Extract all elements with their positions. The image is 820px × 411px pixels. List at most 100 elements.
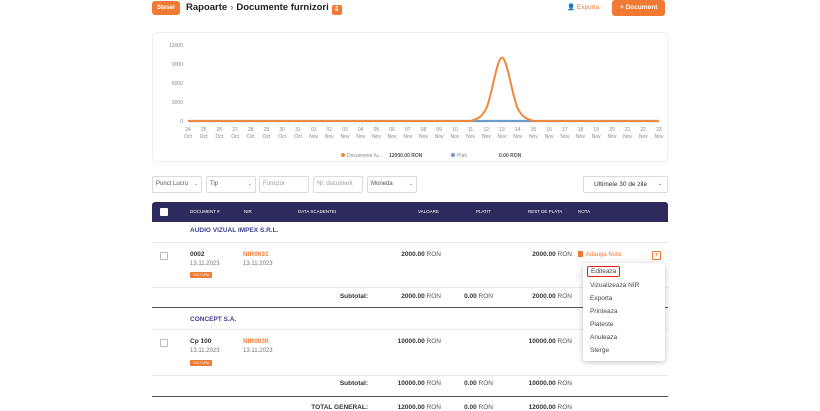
menu-item-anuleaza[interactable]: Anuleaza xyxy=(590,334,618,341)
table-header: DOCUMENT # NIR DATA SCADENTEI VALOARE PL… xyxy=(152,202,668,222)
moneda-select[interactable]: Moneda ⌄ xyxy=(367,176,417,193)
total-rest: 12000.00 RON xyxy=(492,404,572,411)
punct-lucru-value: Punct Lucru xyxy=(156,181,189,187)
x-tick-month: Oct xyxy=(247,134,255,140)
add-document-button[interactable]: + Document xyxy=(612,0,666,16)
x-tick-month: Oct xyxy=(231,134,239,140)
x-tick-month: Nov xyxy=(309,134,318,140)
col-data-scadentei[interactable]: DATA SCADENTEI xyxy=(298,209,337,214)
col-rest-de-plata[interactable]: REST DE PLATA xyxy=(528,209,563,214)
x-tick-day: 21 xyxy=(625,127,631,133)
menu-item-exporta[interactable]: Exporta xyxy=(590,295,613,302)
x-tick-month: Nov xyxy=(623,134,632,140)
date-range-select[interactable]: Ultimele 30 de zile ⌄ xyxy=(583,176,668,193)
menu-item-sterge[interactable]: Sterge xyxy=(590,347,610,354)
document-type-badge: FACTURA xyxy=(190,272,213,278)
y-tick-label: 3000 xyxy=(172,100,183,106)
chevron-down-icon: ⌄ xyxy=(657,181,662,187)
col-document[interactable]: DOCUMENT # xyxy=(190,209,220,214)
document-number[interactable]: 0002 xyxy=(190,251,205,258)
col-platit[interactable]: PLATIT xyxy=(476,209,491,214)
valoare-value: 10000.00 xyxy=(397,338,425,345)
currency: RON xyxy=(478,380,493,387)
x-tick-day: 30 xyxy=(279,127,285,133)
x-tick-day: 03 xyxy=(342,127,348,133)
col-nir[interactable]: NIR xyxy=(244,209,252,214)
currency: RON xyxy=(426,380,441,387)
x-tick-month: Nov xyxy=(435,134,444,140)
menu-item-plateste[interactable]: Plateste xyxy=(590,321,614,328)
document-number[interactable]: Cp 100 xyxy=(190,338,212,345)
furnizor-input[interactable]: Furnizor xyxy=(259,176,309,193)
total-platit: 0.00 RON xyxy=(445,404,493,411)
nr-document-input[interactable]: Nr. document xyxy=(313,176,363,193)
page-title: Documente furnizori xyxy=(236,2,329,13)
document-type-badge: FACTURA xyxy=(190,360,213,366)
valoare-amount: 2000.00 RON xyxy=(370,251,441,258)
menu-item-vizualizeaza-nir[interactable]: Vizualizeaza NIR xyxy=(590,282,640,289)
x-tick-day: 31 xyxy=(295,127,301,133)
currency: RON xyxy=(426,251,441,258)
legend-label: Documente fu... xyxy=(347,153,382,159)
subtotal-rest: 2000.00 RON xyxy=(492,293,572,300)
export-label: Exporta xyxy=(576,4,600,11)
select-all-checkbox[interactable] xyxy=(160,208,168,216)
row-checkbox[interactable] xyxy=(160,252,168,260)
col-valoare[interactable]: VALOARE xyxy=(418,209,439,214)
export-button[interactable]: 👤 Exporta xyxy=(567,3,599,11)
legend-value: 12000.00 RON xyxy=(389,153,423,159)
x-tick-day: 09 xyxy=(436,127,442,133)
rest-value: 2000.00 xyxy=(532,251,556,258)
info-icon[interactable]: ⇩ xyxy=(331,5,342,15)
x-tick-month: Nov xyxy=(545,134,554,140)
x-tick-month: Oct xyxy=(278,134,286,140)
currency: RON xyxy=(557,380,572,387)
x-tick-day: 28 xyxy=(248,127,254,133)
row-actions-button[interactable]: ▾ xyxy=(652,251,661,260)
x-tick-month: Nov xyxy=(356,134,365,140)
stesel-button[interactable]: Stesel xyxy=(152,1,180,15)
chevron-down-icon: ⌄ xyxy=(193,181,198,187)
legend-marker xyxy=(341,153,345,157)
subtotal-rest: 10000.00 RON xyxy=(492,380,572,387)
x-tick-month: Oct xyxy=(263,134,271,140)
x-tick-day: 13 xyxy=(499,127,505,133)
x-tick-day: 08 xyxy=(421,127,427,133)
currency: RON xyxy=(426,338,441,345)
tip-select[interactable]: Tip ⌄ xyxy=(206,176,256,193)
chart: 12000900060003000024Oct25Oct26Oct27Oct28… xyxy=(169,43,664,159)
subtotal-valoare-value: 10000.00 xyxy=(397,380,425,387)
x-tick-month: Oct xyxy=(294,134,302,140)
x-tick-day: 20 xyxy=(609,127,615,133)
breadcrumb: Rapoarte › Documente furnizori ⇩ xyxy=(186,2,342,15)
row-checkbox[interactable] xyxy=(160,339,168,347)
add-note-link[interactable]: Adauga Nota xyxy=(578,251,621,258)
chevron-down-icon: ⌄ xyxy=(247,181,252,187)
x-tick-month: Nov xyxy=(592,134,601,140)
x-tick-month: Nov xyxy=(341,134,350,140)
divider xyxy=(152,375,668,376)
nir-link[interactable]: NIR0030 xyxy=(243,338,269,345)
currency: RON xyxy=(426,293,441,300)
x-tick-day: 25 xyxy=(201,127,207,133)
x-tick-month: Oct xyxy=(200,134,208,140)
x-tick-month: Nov xyxy=(450,134,459,140)
group-divider xyxy=(152,307,668,308)
tip-value: Tip xyxy=(210,181,219,187)
menu-item-editeaza[interactable]: Editeaza xyxy=(587,266,621,277)
y-tick-label: 0 xyxy=(180,119,183,125)
add-note-label: Adauga Nota xyxy=(586,252,622,258)
x-tick-day: 11 xyxy=(468,127,473,133)
breadcrumb-rapoarte[interactable]: Rapoarte xyxy=(186,2,228,13)
col-nota[interactable]: NOTA xyxy=(578,209,591,214)
nir-link[interactable]: NIR0031 xyxy=(243,251,269,258)
punct-lucru-select[interactable]: Punct Lucru ⌄ xyxy=(152,176,202,193)
x-tick-day: 02 xyxy=(327,127,333,133)
x-tick-month: Nov xyxy=(482,134,491,140)
subtotal-label: Subtotal: xyxy=(339,293,368,300)
subtotal-platit: 0.00 RON xyxy=(445,380,493,387)
currency: RON xyxy=(478,293,493,300)
menu-item-printeaza[interactable]: Printeaza xyxy=(590,308,618,315)
x-tick-day: 12 xyxy=(484,127,490,133)
x-tick-month: Nov xyxy=(639,134,648,140)
